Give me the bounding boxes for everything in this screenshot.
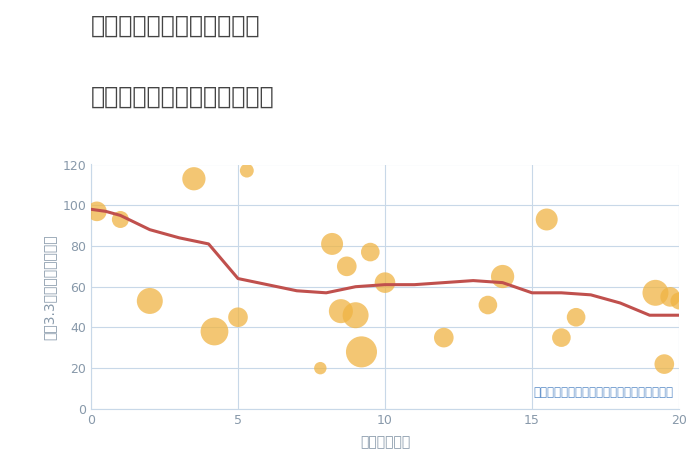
Point [315, 364, 326, 372]
Point [659, 360, 670, 368]
X-axis label: 駅距離（分）: 駅距離（分） [360, 435, 410, 449]
Text: 駅距離別中古マンション価格: 駅距離別中古マンション価格 [91, 85, 274, 109]
Point [673, 297, 685, 305]
Point [91, 208, 102, 215]
Point [335, 307, 346, 315]
Y-axis label: 坪（3.3㎡）単価（万円）: 坪（3.3㎡）単価（万円） [43, 234, 57, 339]
Text: 岐阜県高山市国府町山本の: 岐阜県高山市国府町山本の [91, 14, 260, 38]
Point [570, 313, 582, 321]
Point [232, 313, 244, 321]
Point [188, 175, 199, 182]
Point [541, 216, 552, 223]
Text: 円の大きさは、取引のあった物件面積を示す: 円の大きさは、取引のあった物件面積を示す [533, 386, 673, 399]
Point [650, 289, 661, 297]
Point [356, 348, 367, 356]
Point [497, 273, 508, 280]
Point [379, 279, 391, 286]
Point [482, 301, 493, 309]
Point [556, 334, 567, 341]
Point [144, 297, 155, 305]
Point [209, 328, 220, 335]
Point [115, 216, 126, 223]
Point [241, 167, 253, 174]
Point [365, 248, 376, 256]
Point [341, 263, 352, 270]
Point [664, 293, 676, 301]
Point [350, 312, 361, 319]
Point [438, 334, 449, 341]
Point [326, 240, 337, 248]
